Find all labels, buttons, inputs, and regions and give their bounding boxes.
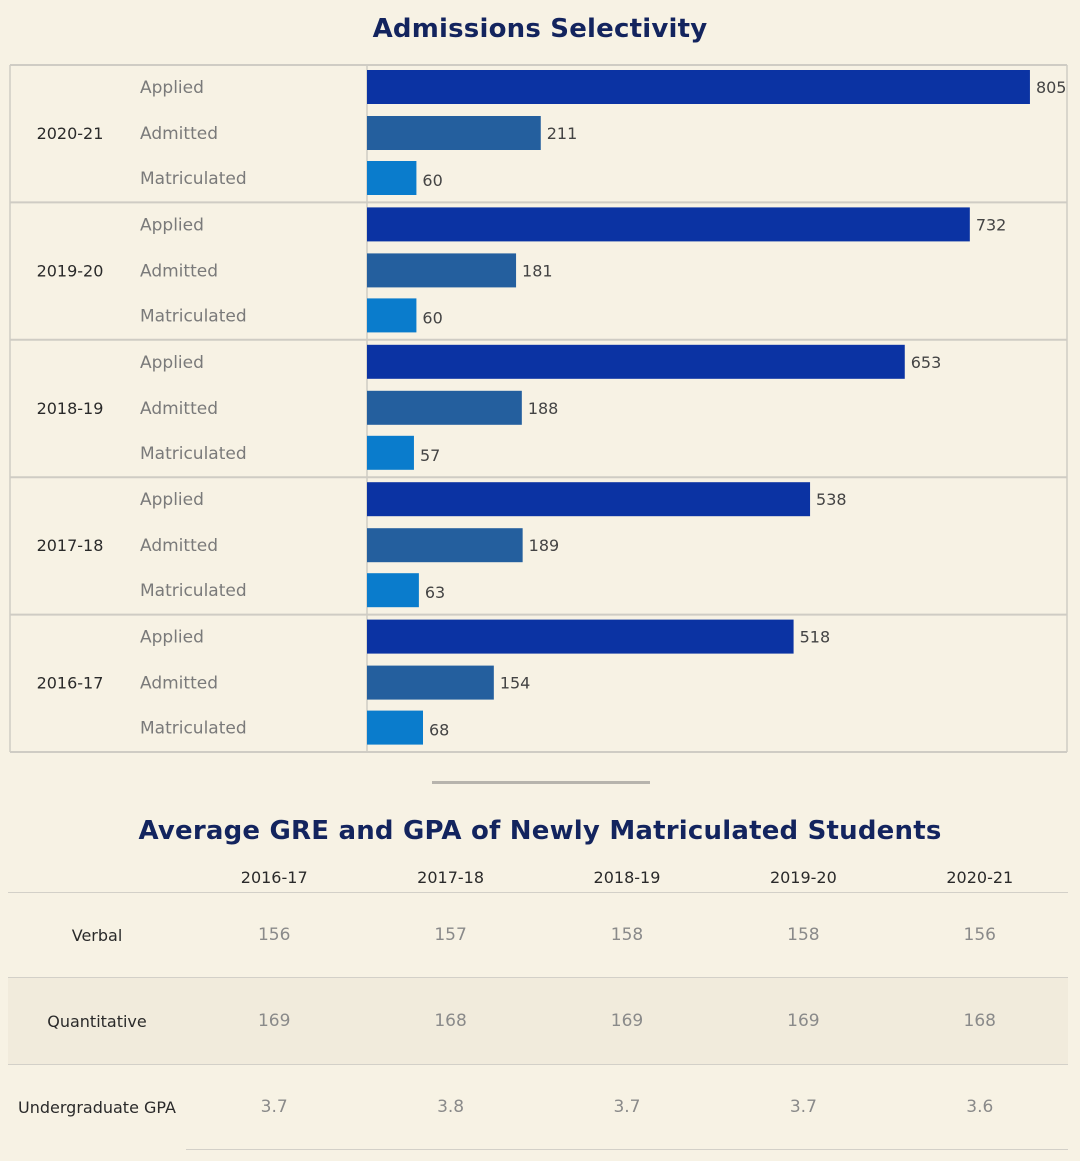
category-label: Applied (140, 215, 204, 235)
year-label: 2016-17 (37, 674, 104, 693)
column-header: 2017-18 (362, 862, 539, 893)
category-label: Applied (140, 78, 204, 98)
gre-gpa-table: 2016-17 2017-18 2018-19 2019-20 2020-21 … (8, 862, 1068, 1150)
bar-matriculated (367, 298, 417, 333)
category-label: Applied (140, 353, 204, 373)
bar-admitted (367, 390, 522, 425)
table-cell: 3.7 (715, 1064, 892, 1150)
category-label: Admitted (140, 261, 218, 281)
value-label: 68 (429, 721, 449, 740)
bar-applied (367, 619, 794, 654)
bar-applied (367, 344, 905, 379)
column-header: 2016-17 (186, 862, 363, 893)
value-label: 57 (420, 446, 440, 465)
table-cell: 158 (715, 892, 892, 978)
year-label: 2020-21 (37, 124, 104, 143)
table-cell: 3.6 (891, 1064, 1068, 1150)
value-label: 211 (547, 124, 578, 143)
table-cell: 157 (362, 892, 539, 978)
value-label: 518 (800, 628, 831, 647)
column-header: 2018-19 (538, 862, 716, 893)
value-label: 60 (422, 308, 442, 327)
table-cell: 158 (538, 892, 716, 978)
table-header-row: 2016-17 2017-18 2018-19 2019-20 2020-21 (8, 862, 1068, 893)
category-label: Matriculated (140, 444, 247, 464)
table-row-gpa: Undergraduate GPA 3.7 3.8 3.7 3.7 3.6 (8, 1064, 1068, 1150)
bar-applied (367, 70, 1030, 104)
value-label: 63 (425, 583, 445, 602)
table-cell: 169 (715, 977, 892, 1065)
value-label: 154 (500, 674, 531, 693)
year-label: 2018-19 (37, 399, 104, 418)
table-cell: 3.7 (538, 1064, 716, 1150)
category-label: Admitted (140, 399, 218, 419)
bar-admitted (367, 528, 523, 563)
column-header: 2019-20 (715, 862, 892, 893)
bar-admitted (367, 253, 517, 288)
row-label: Undergraduate GPA (18, 1097, 176, 1117)
table-corner (8, 862, 186, 893)
table-cell: 168 (362, 977, 539, 1065)
bar-matriculated (367, 161, 417, 195)
bar-applied (367, 207, 970, 242)
chart-title: Admissions Selectivity (372, 14, 708, 44)
category-label: Matriculated (140, 306, 247, 326)
bar-applied (367, 482, 811, 517)
admissions-selectivity-chart: 2020-21 Applied 805 Admitted 211 Matriculated… (9, 64, 1068, 753)
table-cell: 3.7 (186, 1064, 363, 1150)
table-title: Average GRE and GPA of Newly Matriculate… (138, 816, 942, 846)
value-label: 181 (522, 261, 553, 280)
bar-matriculated (367, 573, 419, 608)
category-label: Matriculated (140, 719, 247, 739)
value-label: 538 (816, 490, 847, 509)
value-label: 189 (529, 536, 560, 555)
value-label: 653 (911, 353, 942, 372)
category-label: Applied (140, 490, 204, 510)
row-label: Verbal (8, 892, 186, 978)
bar-admitted (367, 665, 494, 700)
year-label: 2019-20 (37, 261, 104, 280)
category-label: Matriculated (140, 169, 247, 189)
value-label: 732 (976, 215, 1007, 234)
bar-matriculated (367, 435, 414, 470)
category-label: Admitted (140, 536, 218, 556)
category-label: Applied (140, 628, 204, 648)
category-label: Admitted (140, 124, 218, 144)
bar-admitted (367, 116, 541, 150)
bar-matriculated (367, 710, 423, 745)
column-header: 2020-21 (891, 862, 1068, 893)
value-label: 805 (1036, 78, 1067, 97)
category-label: Matriculated (140, 581, 247, 601)
year-label: 2017-18 (37, 536, 104, 555)
row-label: Quantitative (8, 977, 186, 1065)
section-divider (432, 781, 650, 784)
table-row-quantitative: Quantitative 169 168 169 169 168 (8, 977, 1068, 1065)
table-cell: 168 (891, 977, 1068, 1065)
table-cell: 169 (186, 977, 363, 1065)
category-label: Admitted (140, 674, 218, 694)
value-label: 188 (528, 399, 559, 418)
table-cell: 3.8 (362, 1064, 539, 1150)
value-label: 60 (422, 171, 442, 190)
table-cell: 169 (538, 977, 716, 1065)
table-cell: 156 (891, 892, 1068, 978)
table-row-verbal: Verbal 156 157 158 158 156 (8, 892, 1068, 978)
table-cell: 156 (186, 892, 363, 978)
